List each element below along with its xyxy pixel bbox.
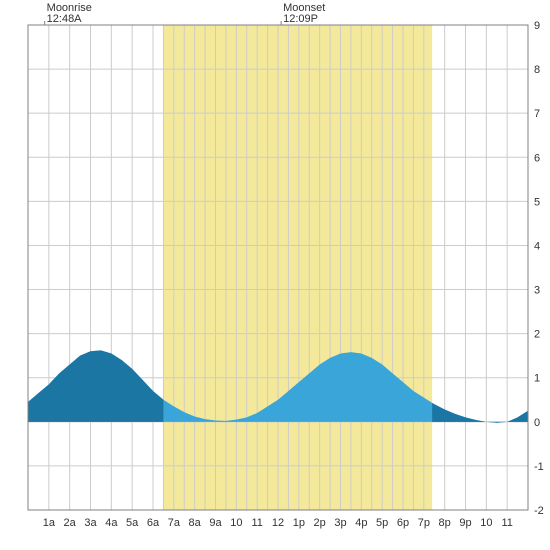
x-tick-label: 1p — [293, 517, 305, 529]
x-tick-label: 1a — [43, 517, 56, 529]
y-tick-label: 1 — [534, 373, 540, 385]
x-tick-label: 6a — [147, 517, 160, 529]
x-tick-label: 11 — [501, 517, 512, 529]
daylight-band — [163, 25, 432, 510]
x-tick-label: 10 — [230, 517, 242, 529]
y-tick-label: -1 — [534, 461, 544, 473]
x-tick-label: 9a — [209, 517, 222, 529]
y-tick-label: 4 — [534, 240, 540, 252]
x-tick-label: 7p — [418, 517, 430, 529]
x-tick-label: 8p — [439, 517, 451, 529]
y-tick-label: 6 — [534, 152, 540, 164]
x-tick-label: 10 — [480, 517, 492, 529]
tide-chart: -2-101234567891a2a3a4a5a6a7a8a9a1011121p… — [0, 0, 550, 550]
y-tick-label: -2 — [534, 505, 544, 517]
chart-svg: -2-101234567891a2a3a4a5a6a7a8a9a1011121p… — [0, 0, 550, 550]
moonset-time: 12:09P — [283, 13, 318, 25]
x-tick-label: 5p — [376, 517, 388, 529]
x-tick-label: 6p — [397, 517, 409, 529]
y-tick-label: 2 — [534, 329, 540, 341]
y-tick-label: 8 — [534, 64, 540, 76]
y-tick-label: 5 — [534, 196, 540, 208]
x-tick-label: 7a — [168, 517, 181, 529]
x-tick-label: 4p — [355, 517, 367, 529]
x-tick-label: 5a — [126, 517, 139, 529]
y-tick-label: 3 — [534, 285, 540, 297]
x-tick-label: 4a — [105, 517, 118, 529]
y-tick-label: 0 — [534, 417, 540, 429]
x-tick-label: 11 — [251, 517, 262, 529]
x-tick-label: 2a — [64, 517, 77, 529]
x-tick-label: 8a — [189, 517, 202, 529]
x-tick-label: 9p — [459, 517, 471, 529]
x-tick-label: 3a — [84, 517, 97, 529]
x-tick-label: 3p — [334, 517, 346, 529]
moonrise-time: 12:48A — [47, 13, 83, 25]
x-tick-label: 2p — [314, 517, 326, 529]
x-tick-label: 12 — [272, 517, 284, 529]
y-tick-label: 7 — [534, 108, 540, 120]
y-tick-label: 9 — [534, 20, 540, 32]
